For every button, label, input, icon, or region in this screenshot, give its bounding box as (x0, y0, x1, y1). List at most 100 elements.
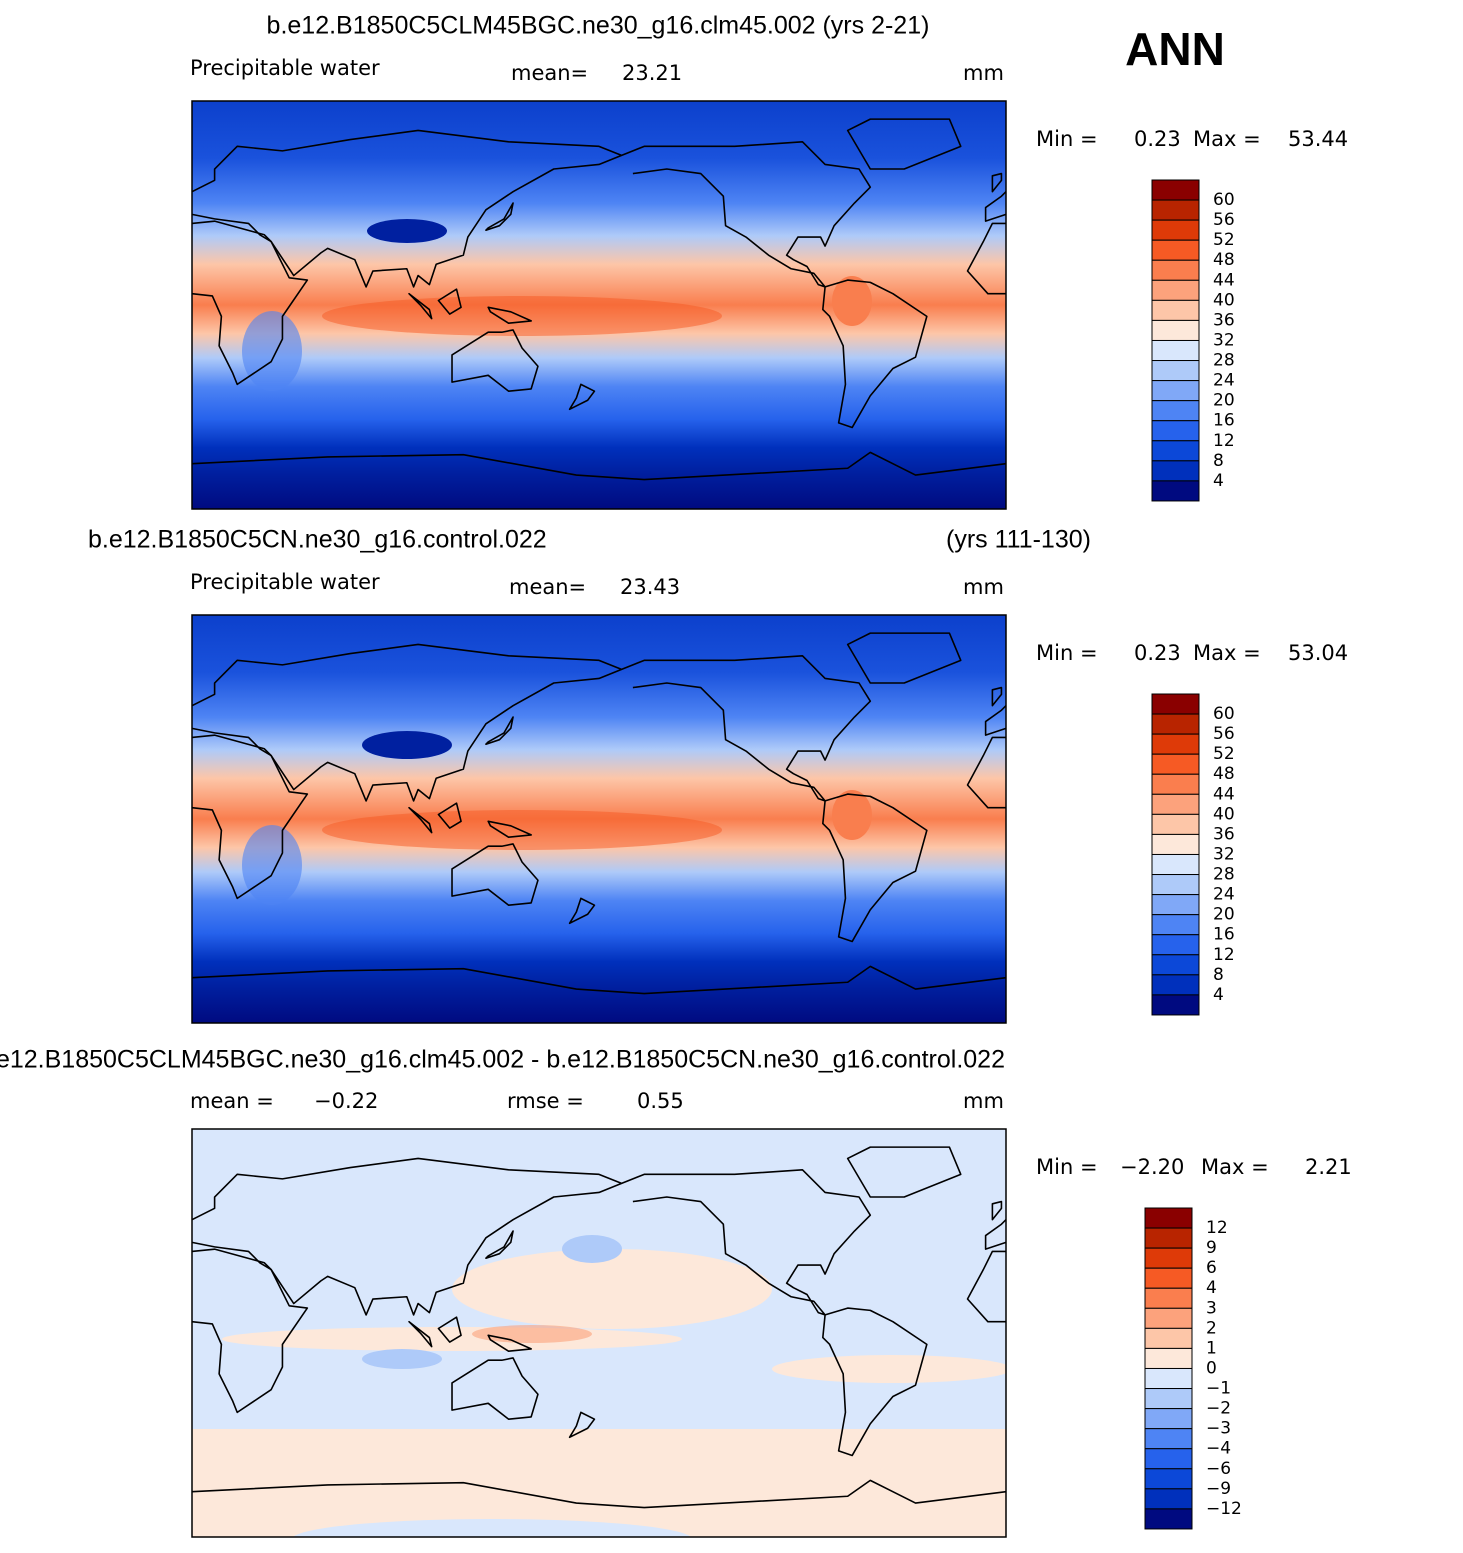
max-label: Max = (1193, 127, 1261, 151)
colorbar-box (1144, 1247, 1193, 1269)
colorbar-label: −4 (1206, 1439, 1231, 1459)
colorbar-label: −1 (1206, 1379, 1231, 1399)
colorbar-label: 4 (1206, 1278, 1217, 1298)
colorbar-label: −6 (1206, 1459, 1231, 1479)
colorbar-box (1151, 713, 1200, 735)
map (191, 1128, 1007, 1538)
colorbar-box (1151, 199, 1200, 221)
mean-label: mean = (190, 1089, 274, 1113)
colorbar-label: 40 (1213, 804, 1235, 824)
colorbar-box (1151, 693, 1200, 715)
min-value: −2.20 (1120, 1155, 1184, 1179)
panel-title: b.e12.B1850C5CLM45BGC.ne30_g16.clm45.002… (0, 1046, 1005, 1074)
colorbar-label: 6 (1206, 1258, 1217, 1278)
min-label: Min = (1036, 641, 1098, 665)
units: mm (963, 575, 1004, 599)
colorbar-box (1151, 934, 1200, 956)
colorbar-box (1144, 1207, 1193, 1229)
colorbar-label: 56 (1213, 210, 1235, 230)
min-value: 0.23 (1134, 641, 1181, 665)
colorbar-label: 3 (1206, 1298, 1217, 1318)
colorbar-label: 4 (1213, 985, 1224, 1005)
colorbar-box (1151, 360, 1200, 382)
colorbar-label: −12 (1206, 1499, 1242, 1519)
colorbar-label: −2 (1206, 1399, 1231, 1419)
colorbar-box (1144, 1287, 1193, 1309)
colorbar-box (1151, 319, 1200, 341)
max-label: Max = (1201, 1155, 1269, 1179)
mean-label: mean= (509, 575, 586, 599)
mean-value: 23.43 (620, 575, 680, 599)
mean-label: mean= (511, 61, 588, 85)
colorbar-label: 28 (1213, 865, 1235, 885)
colorbar-box (1144, 1307, 1193, 1329)
panel: b.e12.B1850C5CLM45BGC.ne30_g16.clm45.002… (0, 1046, 1352, 1538)
colorbar-label: 28 (1213, 351, 1235, 371)
units: mm (963, 1089, 1004, 1113)
colorbar-label: 0 (1206, 1358, 1217, 1378)
colorbar-label: 60 (1213, 704, 1235, 724)
mean-value: 23.21 (622, 61, 682, 85)
min-label: Min = (1036, 1155, 1098, 1179)
max-value: 53.04 (1288, 641, 1348, 665)
colorbar-box (1151, 974, 1200, 996)
colorbar-box (1144, 1227, 1193, 1249)
colorbar-label: 52 (1213, 744, 1235, 764)
min-label: Min = (1036, 127, 1098, 151)
colorbar-box (1151, 833, 1200, 855)
colorbar-box (1144, 1267, 1193, 1289)
max-value: 53.44 (1288, 127, 1348, 151)
colorbar-box (1151, 380, 1200, 402)
colorbar-label: 40 (1213, 290, 1235, 310)
map (191, 100, 1007, 510)
colorbar-box (1151, 994, 1200, 1016)
colorbar-label: 60 (1213, 190, 1235, 210)
max-value: 2.21 (1305, 1155, 1352, 1179)
colorbar-label: 8 (1213, 451, 1224, 471)
rmse-value: 0.55 (637, 1089, 684, 1113)
colorbar-label: 52 (1213, 230, 1235, 250)
colorbar-label: 56 (1213, 724, 1235, 744)
colorbar-label: 20 (1213, 391, 1235, 411)
variable-label: Precipitable water (190, 570, 380, 594)
colorbar-box (1151, 239, 1200, 261)
colorbar-label: 48 (1213, 764, 1235, 784)
colorbar-box (1151, 219, 1200, 241)
panel: b.e12.B1850C5CN.ne30_g16.control.022 (yr… (88, 526, 1348, 1024)
colorbar-label: −3 (1206, 1419, 1231, 1439)
colorbar-label: 9 (1206, 1238, 1217, 1258)
panel: Precipitable water mean= 23.21 mm Min = … (190, 56, 1348, 510)
colorbar-box (1151, 773, 1200, 795)
colorbar-label: 16 (1213, 411, 1235, 431)
colorbar-box (1144, 1388, 1193, 1410)
colorbar-box (1151, 793, 1200, 815)
colorbar-box (1151, 894, 1200, 916)
season-label: ANN (1125, 23, 1225, 75)
colorbar-label: 12 (1206, 1218, 1228, 1238)
colorbar-box (1144, 1448, 1193, 1470)
colorbar-box (1144, 1327, 1193, 1349)
colorbar-box (1151, 914, 1200, 936)
colorbar-box (1151, 480, 1200, 502)
panel-years: (yrs 111-130) (946, 526, 1091, 554)
colorbar-label: 1 (1206, 1338, 1217, 1358)
colorbar-label: 12 (1213, 431, 1235, 451)
colorbar-box (1151, 179, 1200, 201)
colorbar-box (1144, 1347, 1193, 1369)
colorbar-box (1151, 400, 1200, 422)
units: mm (963, 61, 1004, 85)
colorbar-label: 20 (1213, 905, 1235, 925)
variable-label: Precipitable water (190, 56, 380, 80)
rmse-label: rmse = (507, 1089, 584, 1113)
colorbar-box (1151, 259, 1200, 281)
colorbar-box (1151, 954, 1200, 976)
colorbar-label: 8 (1213, 965, 1224, 985)
colorbar-box (1144, 1367, 1193, 1390)
colorbar-label: 16 (1213, 925, 1235, 945)
colorbar-label: 36 (1213, 824, 1235, 844)
colorbar-label: 4 (1213, 471, 1224, 491)
colorbar-box (1151, 753, 1200, 775)
